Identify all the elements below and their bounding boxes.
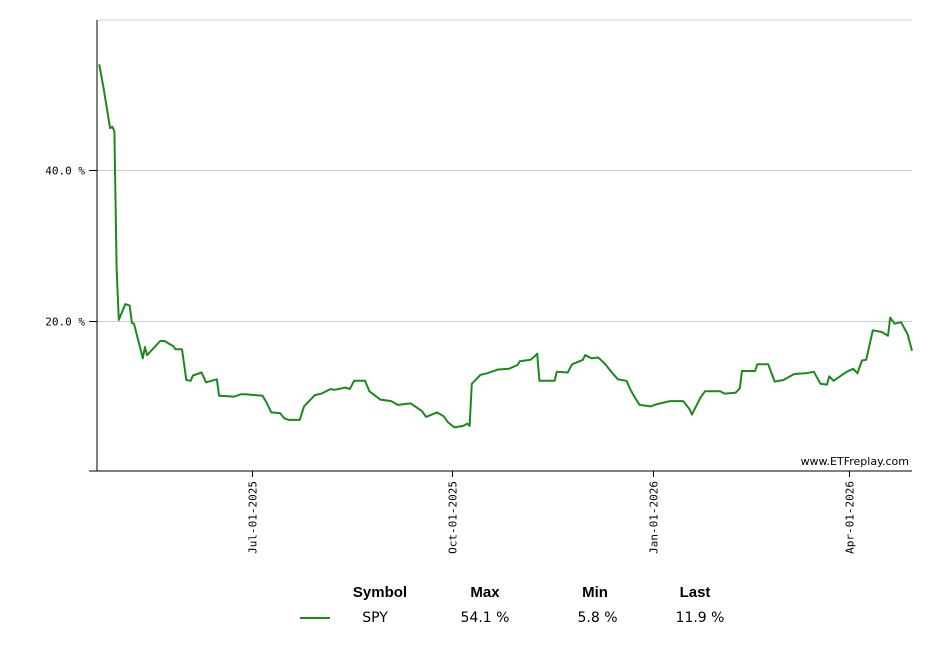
y-tick-label: 20.0 % [45, 316, 85, 329]
x-ticks: Jul-01-2025 Oct-01-2025 Jan-01-2026 Apr-01-… [247, 471, 857, 554]
legend-header-min: Min [582, 584, 608, 601]
legend-table: Symbol Max Min Last SPY 54.1 % 5.8 % 11.… [290, 580, 770, 632]
legend-max-spy: 54.1 % [460, 610, 510, 626]
watermark-text: www.ETFreplay.com [801, 455, 909, 468]
gridlines [97, 19, 912, 322]
axes [89, 20, 912, 472]
x-tick-label: Jan-01-2026 [648, 481, 661, 554]
line-chart: 20.0 % 40.0 % Jul-01-2025 Oct-01-2025 Jan-0… [45, 19, 913, 554]
legend-header-last: Last [679, 584, 711, 601]
y-ticks: 20.0 % 40.0 % [45, 165, 97, 329]
x-tick-label: Oct-01-2025 [447, 481, 460, 554]
y-tick-label: 40.0 % [45, 165, 85, 178]
legend-header-symbol: Symbol [352, 584, 408, 601]
series-line-spy [98, 64, 913, 429]
legend-header-max: Max [470, 584, 500, 601]
legend-last-spy: 11.9 % [675, 610, 725, 626]
legend-min-spy: 5.8 % [577, 610, 618, 626]
x-tick-label: Jul-01-2025 [247, 481, 260, 554]
series-group [98, 64, 913, 429]
legend-symbol-spy: SPY [362, 610, 388, 626]
x-tick-label: Apr-01-2026 [844, 481, 857, 554]
legend-swatch-spy [300, 617, 330, 619]
